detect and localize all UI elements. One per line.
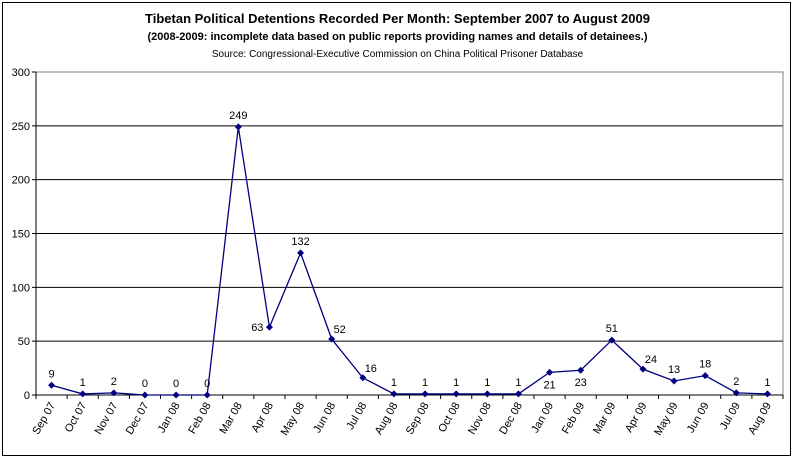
gridlines <box>36 71 783 342</box>
data-point <box>546 368 554 376</box>
chart-subtitle: (2008-2009: incomplete data based on pub… <box>147 31 648 43</box>
data-point <box>110 389 118 397</box>
x-tick-label: Oct 07 <box>63 401 90 435</box>
data-point <box>203 391 211 399</box>
y-tick-label: 200 <box>12 175 30 187</box>
data-label: 1 <box>484 377 490 389</box>
data-point <box>297 249 305 257</box>
x-tick-label: Jun 09 <box>685 401 712 436</box>
data-point <box>763 390 771 398</box>
data-point <box>483 390 491 398</box>
data-point <box>701 372 709 380</box>
data-label: 52 <box>334 324 346 336</box>
data-label: 23 <box>575 377 587 389</box>
data-point <box>234 123 242 131</box>
data-label: 0 <box>204 378 210 390</box>
data-point <box>359 374 367 382</box>
x-tick-label: Apr 08 <box>249 401 276 435</box>
y-tick-label: 300 <box>12 67 30 79</box>
data-label: 24 <box>645 354 657 366</box>
data-label: 1 <box>391 377 397 389</box>
data-label: 13 <box>668 364 680 376</box>
x-tick-label: Dec 08 <box>497 401 525 437</box>
x-tick-label: Aug 08 <box>373 401 401 437</box>
data-point <box>670 377 678 385</box>
x-tick-label: Sep 08 <box>404 401 432 437</box>
x-axis-ticks: Sep 07 Oct 07 Nov 07 Dec 07 Jan 08 Feb 08 Mar … <box>30 395 784 438</box>
data-label: 63 <box>251 322 263 334</box>
data-point <box>514 390 522 398</box>
chart-frame <box>2 2 791 456</box>
data-point <box>390 390 398 398</box>
data-point <box>608 336 616 344</box>
data-label: 2 <box>111 376 117 388</box>
x-tick-label: Jan 08 <box>156 401 183 436</box>
x-tick-label: Jan 09 <box>529 401 556 436</box>
x-tick-label: Jul 08 <box>344 401 369 432</box>
x-tick-label: Feb 08 <box>186 401 214 437</box>
data-label: 18 <box>699 359 711 371</box>
data-point <box>639 365 647 373</box>
x-tick-label: Apr 09 <box>623 401 650 435</box>
x-tick-label: Dec 07 <box>124 401 152 437</box>
data-label: 1 <box>515 377 521 389</box>
x-tick-label: Oct 08 <box>436 401 463 435</box>
data-point <box>577 366 585 374</box>
data-point <box>172 391 180 399</box>
data-point <box>732 389 740 397</box>
data-label: 2 <box>733 376 739 388</box>
series-line <box>51 126 768 396</box>
x-tick-label: Sep 07 <box>30 401 58 437</box>
data-label: 132 <box>291 236 309 248</box>
x-tick-label: Nov 08 <box>466 401 494 437</box>
data-label: 1 <box>764 377 770 389</box>
data-point <box>452 390 460 398</box>
data-label: 1 <box>80 377 86 389</box>
chart-source: Source: Congressional-Executive Commissi… <box>211 49 584 60</box>
x-tick-label: Aug 09 <box>746 401 774 437</box>
series <box>48 123 771 399</box>
data-label: 0 <box>173 378 179 390</box>
y-tick-label: 150 <box>12 229 30 241</box>
x-tick-label: Jun 08 <box>311 401 338 436</box>
data-point <box>141 391 149 399</box>
data-point <box>328 335 336 343</box>
x-tick-label: Mar 08 <box>217 401 245 437</box>
y-axis-ticks: 0 50 100 150 200 250 300 <box>12 67 36 402</box>
y-tick-label: 0 <box>24 390 30 402</box>
data-point <box>421 390 429 398</box>
x-tick-label: May 08 <box>279 401 307 438</box>
data-label: 21 <box>543 379 555 391</box>
data-label: 16 <box>365 363 377 375</box>
data-label: 0 <box>142 378 148 390</box>
y-tick-label: 50 <box>18 336 30 348</box>
data-point <box>265 323 273 331</box>
data-point <box>48 381 56 389</box>
y-tick-label: 250 <box>12 121 30 133</box>
x-tick-label: May 09 <box>652 401 680 438</box>
x-tick-label: Jul 09 <box>718 401 743 432</box>
data-label: 249 <box>229 110 247 122</box>
data-label: 1 <box>453 377 459 389</box>
data-label: 1 <box>422 377 428 389</box>
chart-title: Tibetan Political Detentions Recorded Pe… <box>145 11 650 26</box>
y-tick-label: 100 <box>12 282 30 294</box>
x-tick-label: Mar 09 <box>591 401 619 437</box>
data-label: 51 <box>606 323 618 335</box>
x-tick-label: Nov 07 <box>93 401 121 437</box>
x-tick-label: Feb 09 <box>560 401 588 437</box>
data-point <box>79 390 87 398</box>
data-label: 9 <box>49 368 55 380</box>
